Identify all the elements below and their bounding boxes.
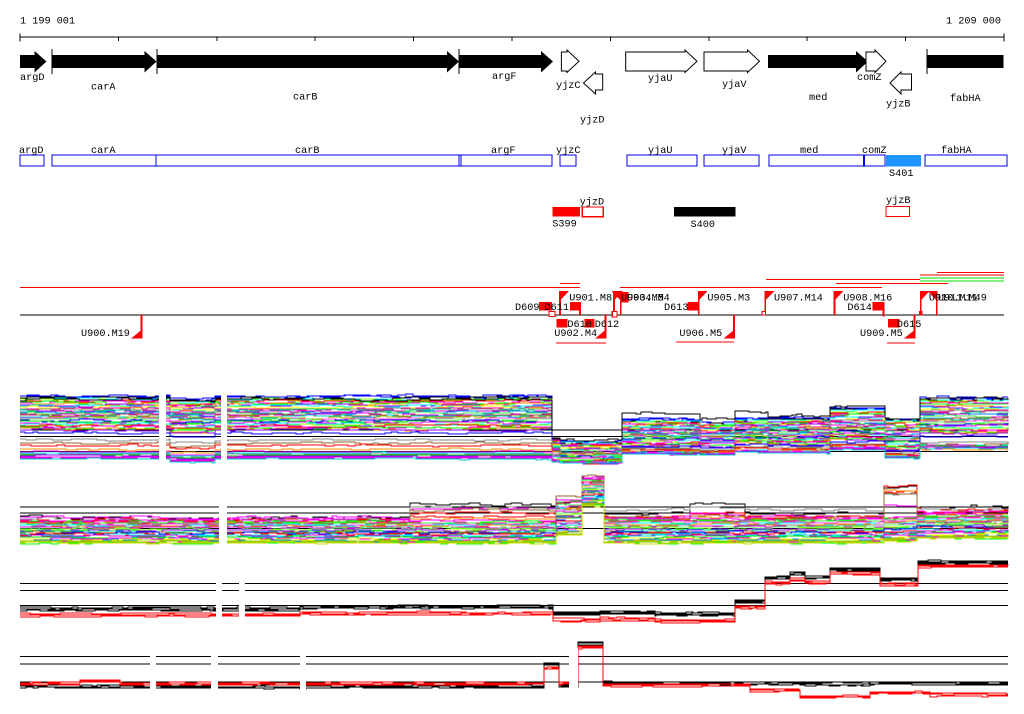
svg-text:D610: D610 [567,320,591,331]
svg-text:argD: argD [20,73,44,84]
svg-text:U902.M4: U902.M4 [554,329,597,340]
svg-text:carA: carA [91,83,116,94]
svg-text:med: med [800,145,818,157]
svg-text:yjzD: yjzD [580,197,604,209]
svg-text:argD: argD [19,146,43,157]
svg-text:U900.M19: U900.M19 [81,329,130,340]
svg-text:yjzB: yjzB [886,195,910,207]
svg-text:carB: carB [295,146,319,157]
svg-text:U901.M8: U901.M8 [569,294,612,305]
svg-text:yjzC: yjzC [556,145,580,157]
svg-text:yjzB: yjzB [886,99,910,111]
svg-text:D611: D611 [545,303,569,314]
svg-text:yjaU: yjaU [648,73,672,85]
svg-text:1 209 000: 1 209 000 [946,17,1001,28]
svg-text:carA: carA [91,146,116,157]
svg-text:U907.M14: U907.M14 [774,294,823,305]
svg-text:fabHA: fabHA [941,145,972,157]
svg-text:D614: D614 [847,303,871,314]
svg-text:yjaU: yjaU [648,145,672,157]
svg-text:U904.M4: U904.M4 [627,294,670,305]
svg-text:U909.M5: U909.M5 [860,329,903,340]
svg-text:yjzC: yjzC [556,80,580,92]
svg-text:U908.M16: U908.M16 [843,294,892,305]
svg-text:fabHA: fabHA [950,93,981,105]
svg-text:D615: D615 [897,320,921,331]
svg-text:comZ: comZ [862,146,886,157]
svg-text:argF: argF [491,146,515,157]
svg-text:D612: D612 [595,320,619,331]
svg-text:U911.M49: U911.M49 [938,294,987,305]
svg-text:U906.M5: U906.M5 [679,329,722,340]
svg-text:1 199 001: 1 199 001 [20,17,75,28]
svg-text:S400: S400 [691,220,715,231]
svg-text:D613: D613 [664,303,688,314]
svg-text:carB: carB [293,93,317,104]
svg-text:yjzD: yjzD [580,115,604,127]
svg-text:U905.M3: U905.M3 [707,294,750,305]
svg-text:yjaV: yjaV [722,79,747,91]
svg-text:U903.M5: U903.M5 [621,294,664,305]
svg-text:comZ: comZ [857,73,881,84]
svg-text:med: med [809,92,827,104]
svg-text:S399: S399 [552,220,576,231]
svg-text:U910.M11: U910.M11 [929,294,978,305]
svg-text:S401: S401 [889,169,913,180]
svg-text:yjaV: yjaV [722,145,747,157]
svg-text:argF: argF [492,72,516,83]
svg-text:D609: D609 [515,303,539,314]
